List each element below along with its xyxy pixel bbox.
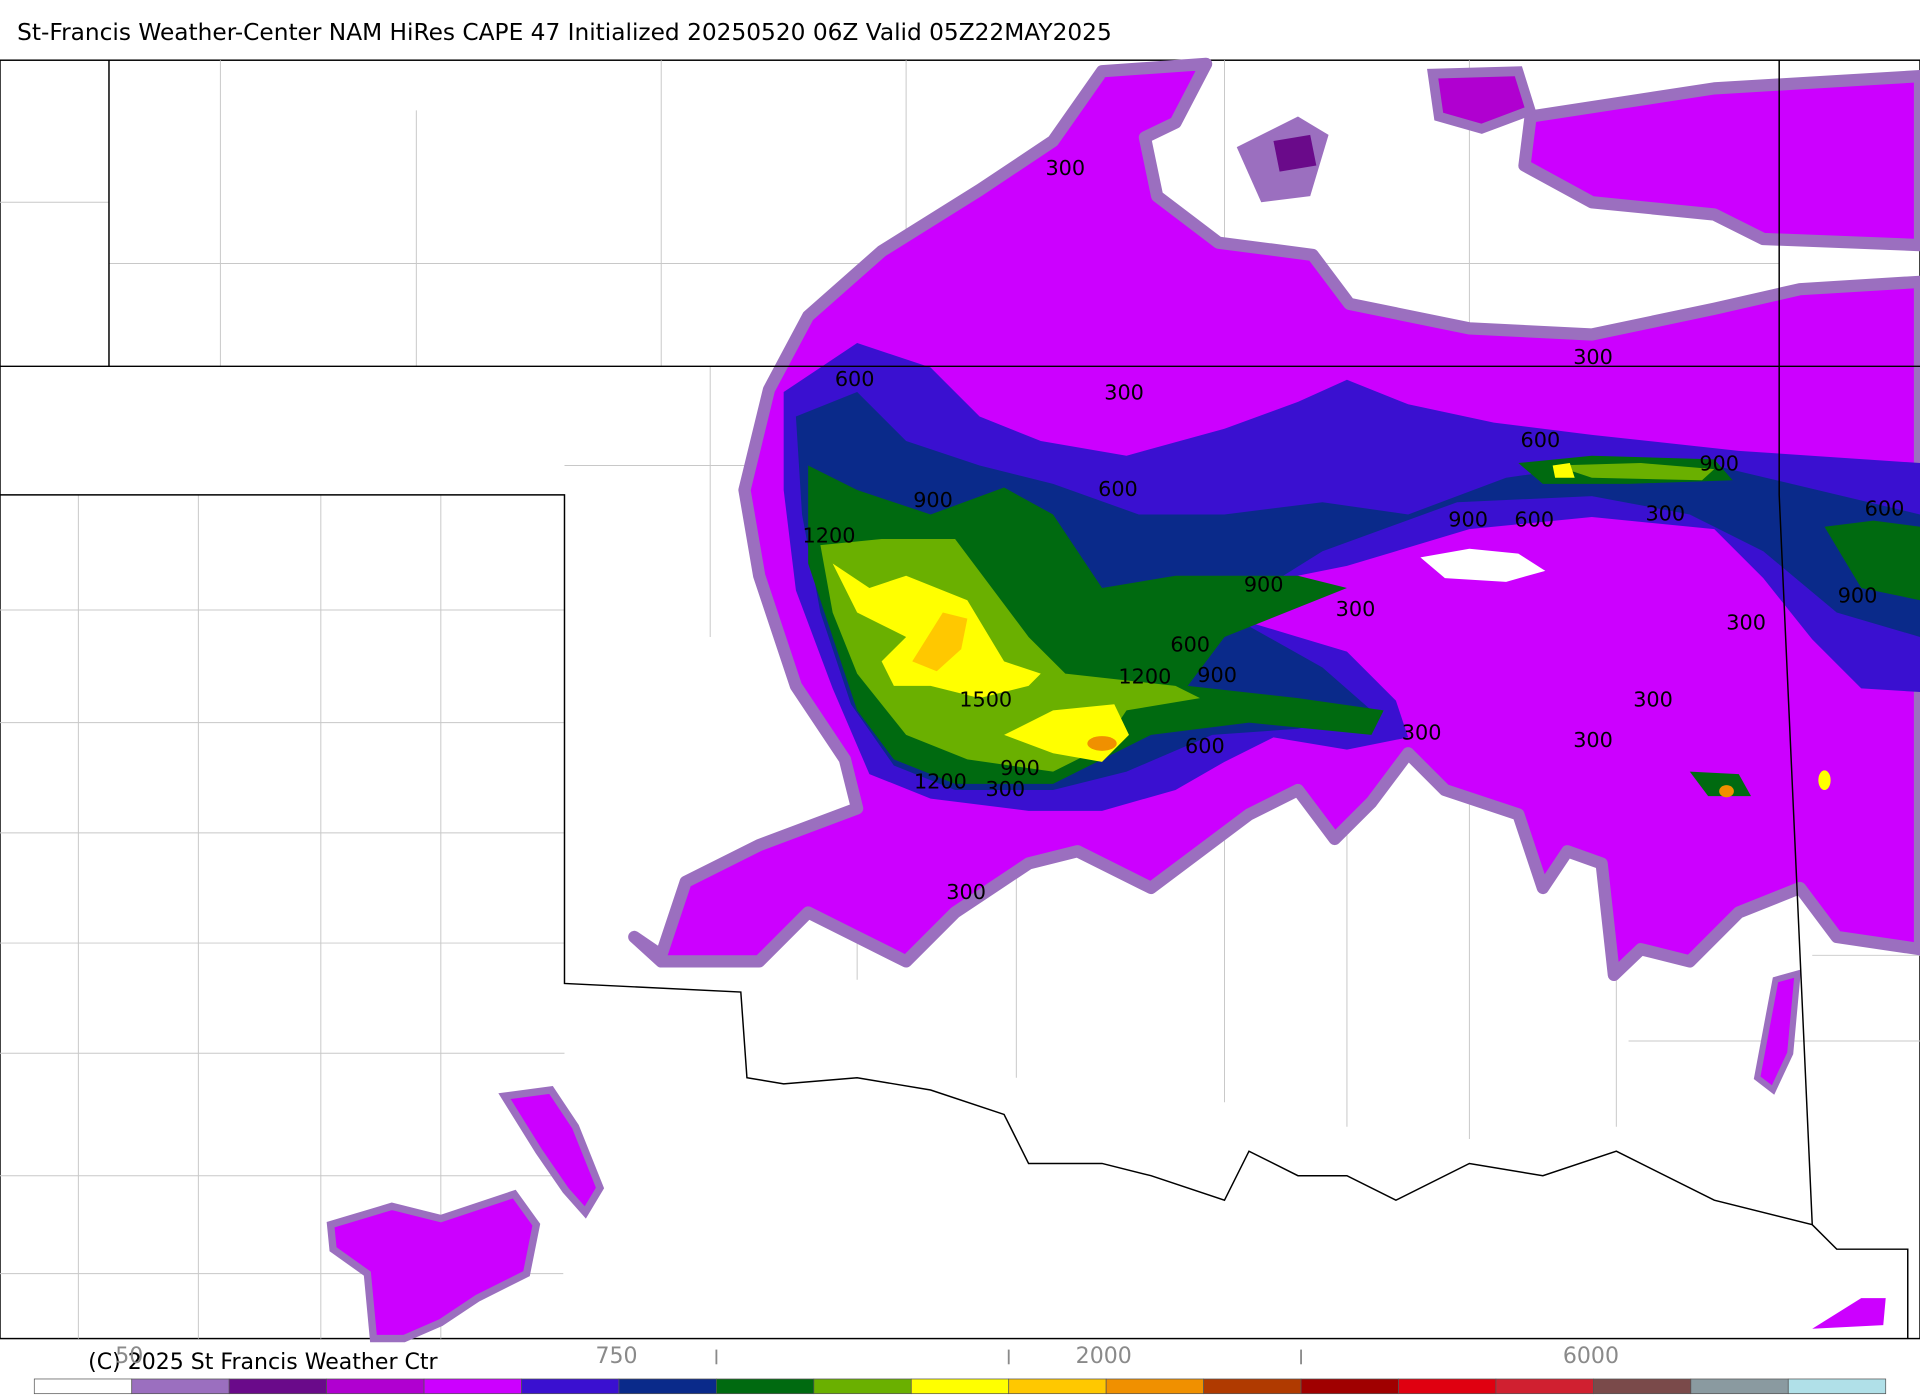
contour-label: 600 — [1865, 497, 1905, 521]
colorbar-label: 750 — [595, 1344, 637, 1369]
colorbar-label: 2000 — [1076, 1344, 1132, 1369]
copyright: (C) 2025 St Francis Weather Ctr — [88, 1350, 438, 1375]
contour-labels: 300 600 300 300 600 900 900 600 1200 900 600 300 600… — [803, 156, 1905, 904]
cape-hole — [1420, 548, 1546, 582]
colorbar-swatch — [1593, 1378, 1692, 1395]
contour-label: 300 — [946, 880, 986, 904]
contour-label: 300 — [1573, 728, 1613, 752]
contour-label: 900 — [913, 488, 953, 512]
colorbar-label: 50 — [115, 1344, 143, 1369]
cape-region-magenta — [1812, 1298, 1886, 1329]
cape-region-green — [820, 463, 1715, 772]
contour-label: 300 — [1573, 345, 1613, 369]
contour-label: 300 — [985, 777, 1025, 801]
colorbar-swatch — [1495, 1378, 1594, 1395]
cape-region-purple — [1427, 66, 1537, 134]
colorbar: 50 750 2000 6000 — [33, 1344, 1887, 1395]
colorbar-swatch — [1398, 1378, 1497, 1395]
contour-label: 1200 — [803, 524, 856, 548]
state-borders — [0, 60, 1920, 1339]
contour-label: 300 — [1336, 597, 1376, 621]
cape-region-yellow — [832, 463, 1575, 762]
cape-region-magenta — [498, 1086, 605, 1219]
contour-label: 900 — [1699, 451, 1739, 475]
colorbar-swatch — [326, 1378, 425, 1395]
colorbar-swatch — [228, 1378, 327, 1395]
colorbar-swatch — [813, 1378, 912, 1395]
colorbar-swatch — [423, 1378, 522, 1395]
contour-label: 600 — [835, 367, 875, 391]
contour-label: 900 — [1197, 663, 1237, 687]
contour-label: 900 — [1000, 756, 1040, 780]
contour-label: 900 — [1448, 508, 1488, 532]
colorbar-swatch — [910, 1378, 1010, 1395]
cape-region-magenta — [1753, 969, 1802, 1095]
contour-label: 300 — [1104, 380, 1144, 404]
county-lines — [0, 60, 1920, 1339]
colorbar-swatch — [1787, 1378, 1887, 1395]
cape-region-magenta — [326, 1189, 541, 1343]
colorbar-swatch — [1203, 1378, 1302, 1395]
cape-region-gold — [912, 612, 968, 672]
contour-label: 600 — [1521, 428, 1561, 452]
contour-label: 600 — [1514, 508, 1554, 532]
colorbar-swatch — [521, 1378, 620, 1395]
contour-label: 600 — [1185, 734, 1225, 758]
contour-label: 300 — [1045, 156, 1085, 180]
colorbar-swatch — [131, 1378, 230, 1395]
colorbar-label: 6000 — [1563, 1344, 1619, 1369]
map-area: 300 600 300 300 600 900 900 600 1200 900 600 300 600… — [0, 57, 1920, 1343]
contour-label: 1200 — [914, 770, 967, 794]
cape-region-yellow — [1818, 770, 1831, 790]
contour-label: 900 — [1838, 584, 1878, 608]
colorbar-swatch — [618, 1378, 717, 1395]
contour-label: 600 — [1098, 477, 1138, 501]
cape-region-darkpurple — [1273, 134, 1317, 172]
contour-label: 300 — [1633, 688, 1673, 712]
contour-label: 300 — [1402, 721, 1442, 745]
cape-region-orange — [1087, 736, 1117, 751]
colorbar-swatch — [1690, 1378, 1789, 1395]
colorbar-swatch — [33, 1378, 133, 1395]
contour-label: 300 — [1726, 610, 1766, 634]
contour-label: 600 — [1170, 633, 1210, 657]
title: St-Francis Weather-Center NAM HiRes CAPE… — [17, 19, 1112, 46]
cape-region-magenta — [1518, 69, 1920, 252]
cape-region-orange — [1719, 785, 1734, 798]
colorbar-swatch — [1105, 1378, 1204, 1395]
contour-label: 900 — [1244, 573, 1284, 597]
colorbar-swatch — [716, 1378, 815, 1395]
contour-label: 1500 — [959, 688, 1012, 712]
colorbar-swatch — [1008, 1378, 1107, 1395]
contour-label: 1200 — [1118, 664, 1171, 688]
colorbar-swatch — [1300, 1378, 1399, 1395]
contour-label: 300 — [1645, 501, 1685, 525]
